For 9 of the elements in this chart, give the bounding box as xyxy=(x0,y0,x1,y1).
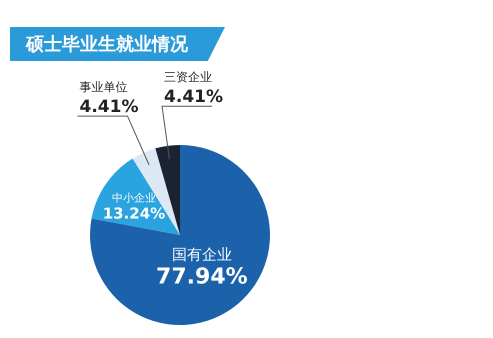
slice-label: 国有企业 xyxy=(172,245,232,264)
slice-label: 中小企业 xyxy=(112,191,156,204)
chart-title: 硕士毕业生就业情况 xyxy=(26,33,188,56)
data-label: 13.24% xyxy=(102,204,166,222)
data-label: 77.94% xyxy=(156,264,248,290)
data-label: 4.41% xyxy=(164,87,224,108)
slice-label: 事业单位 xyxy=(80,80,128,94)
slice-label: 三资企业 xyxy=(164,70,212,84)
data-label: 4.41% xyxy=(80,97,138,118)
